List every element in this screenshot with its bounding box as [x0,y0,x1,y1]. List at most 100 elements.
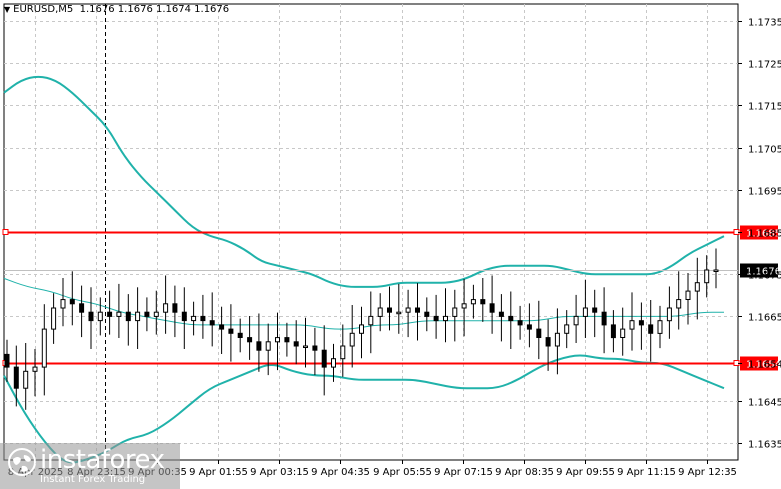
current-price-tag [740,263,778,278]
candle-body [284,337,290,343]
y-tick-label: 1.1685 [748,229,781,240]
candle-body [666,307,672,322]
candle-body [498,311,504,317]
candle-body [191,315,197,322]
candle-body [368,315,374,326]
level-price-tag [740,225,778,240]
candle-body [321,349,327,368]
candle-body [247,337,253,343]
candle-body [79,303,85,313]
candle-body [564,324,570,334]
candle-body [545,337,551,347]
candle-body [396,311,402,315]
candle-body [601,311,607,326]
price-levels: 1.1685 1.1654 1.1676 [2,225,781,371]
candle-body [116,311,122,317]
candle-body [648,324,654,334]
collapse-triangle-icon[interactable]: ▼ [4,5,11,14]
candle-body [620,328,626,339]
candle-body [629,320,635,330]
candle-body [359,324,364,334]
middle-band-line [3,277,724,330]
candle-body [433,315,439,322]
y-tick-label: 1.1635 [748,440,781,451]
x-tick-label: 9 Apr 01:55 [189,467,248,478]
candle-body [69,299,75,305]
candle-body [23,370,29,389]
candle-body [387,307,392,313]
x-tick-label: 9 Apr 04:35 [311,467,370,478]
candle-body [181,311,187,322]
candlesticks [4,248,719,410]
candle-body [685,290,691,301]
candle-body [172,303,178,313]
candle-body [144,311,150,317]
candle-body [573,315,579,326]
candle-body [88,311,94,322]
x-tick-label: 9 Apr 08:35 [495,467,554,478]
candle-body [582,307,588,317]
candle-body [610,324,616,339]
candle-body [704,269,710,284]
candle-body [209,320,215,326]
candle-body [554,332,560,347]
y-tick-label: 1.1645 [748,398,781,409]
candle-body [163,303,169,313]
candle-body [4,353,10,368]
candle-body [200,315,206,322]
y-tick-label: 1.1715 [748,102,781,113]
candle-body [424,311,430,317]
bollinger-bands [3,75,725,464]
y-tick-label: 1.1695 [748,187,781,198]
candle-body [676,299,682,309]
candle-body [377,307,383,317]
candle-body [125,311,131,322]
brand-tagline: Instant Forex Trading [40,474,146,485]
candle-body [228,328,234,334]
candle-body [303,345,308,348]
candle-body [97,311,103,322]
symbol-label: EURUSD,M5 [13,4,74,15]
candle-body [480,299,486,305]
candle-body [657,320,663,334]
candle-body [265,341,271,351]
candle-body [237,332,243,338]
candle-body [60,299,66,309]
candle-body [713,269,719,272]
candle-body [219,324,225,330]
candle-body [452,307,458,317]
price-axis: 1.1735 1.1725 1.1715 1.1705 1.1695 1.1685 1.16… [738,18,781,451]
level-price-tag [740,356,778,371]
candle-body [526,324,532,330]
candle-body [489,303,495,313]
broker-watermark: instaforex Instant Forex Trading [0,443,180,489]
candle-body [107,311,113,317]
x-tick-label: 9 Apr 09:55 [556,467,615,478]
candle-body [153,311,159,317]
level-handle[interactable] [2,229,9,235]
candle-body [135,311,141,322]
candle-body [592,307,598,313]
candle-body [275,337,280,343]
level-price-label: 1.1654 [746,360,781,371]
upper-band-line [3,75,725,288]
y-tick-label: 1.1725 [748,60,781,71]
candle-body [32,366,38,372]
candle-body [331,358,336,368]
candle-body [405,307,411,313]
y-tick-label: 1.1735 [748,18,781,29]
candle-body [443,315,448,322]
candle-body [312,345,318,351]
x-tick-label: 9 Apr 03:15 [250,467,309,478]
candle-body [41,328,47,368]
brand-name: instaforex [40,445,165,475]
candle-body [536,328,542,339]
candle-body [13,366,19,389]
x-tick-label: 9 Apr 11:15 [617,467,676,478]
x-tick-label: 9 Apr 07:15 [434,467,493,478]
x-tick-label: 9 Apr 05:55 [373,467,432,478]
candle-body [256,341,262,351]
candle-body [517,320,523,326]
